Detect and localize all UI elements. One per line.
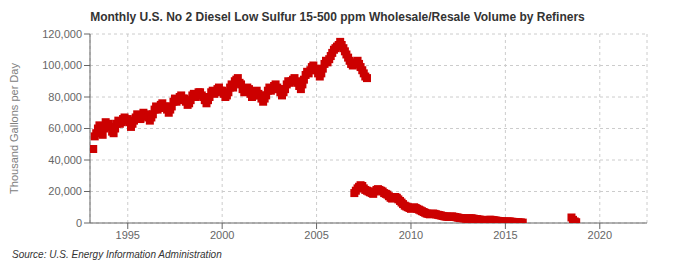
- svg-text:2020: 2020: [588, 229, 612, 241]
- html-text:Source: U.S. Energy Informatio: Source: U.S. Energy Information Administ…: [12, 249, 222, 260]
- svg-text:20,000: 20,000: [48, 185, 82, 197]
- svg-text:2010: 2010: [399, 229, 423, 241]
- svg-text:40,000: 40,000: [48, 154, 82, 166]
- svg-text:1995: 1995: [116, 229, 140, 241]
- svg-text:Thousand Gallons per Day: Thousand Gallons per Day: [8, 63, 20, 194]
- svg-text:2000: 2000: [210, 229, 234, 241]
- svg-text:60,000: 60,000: [48, 122, 82, 134]
- svg-text:120,000: 120,000: [42, 28, 82, 40]
- svg-text:100,000: 100,000: [42, 59, 82, 71]
- svg-text:80,000: 80,000: [48, 91, 82, 103]
- svg-text:2015: 2015: [493, 229, 517, 241]
- svg-text:0: 0: [76, 217, 82, 229]
- svg-text:2005: 2005: [304, 229, 328, 241]
- html-text:Monthly U.S. No 2 Diesel Low S: Monthly U.S. No 2 Diesel Low Sulfur 15-5…: [90, 10, 585, 24]
